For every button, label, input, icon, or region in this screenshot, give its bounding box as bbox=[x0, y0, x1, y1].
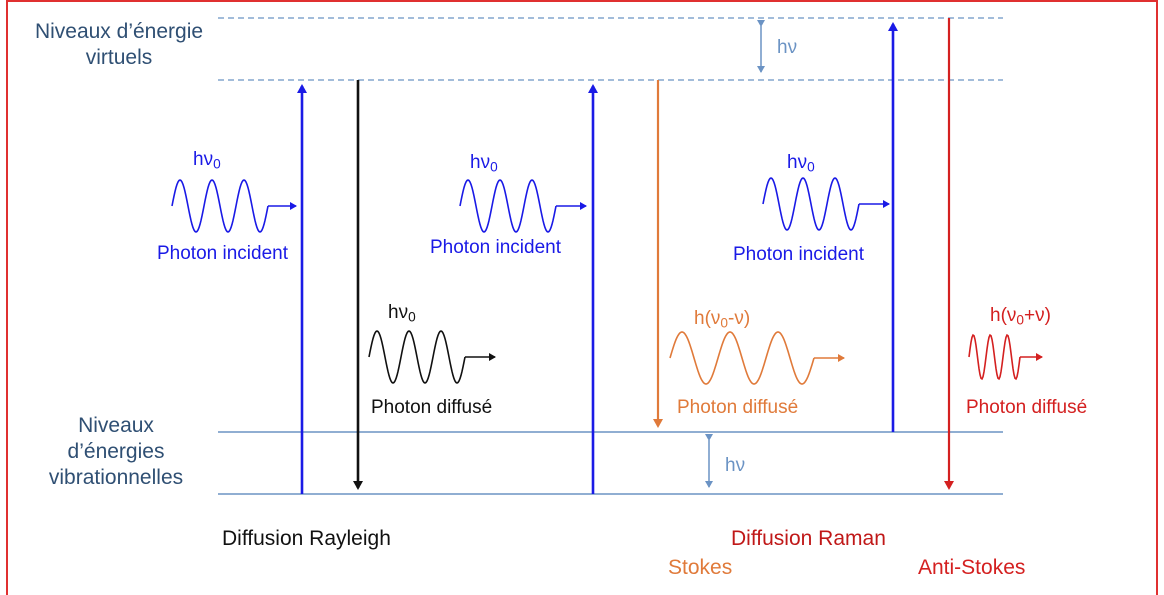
gap-label-virtual: hν bbox=[777, 37, 798, 58]
rayleigh-incident-label: Photon incident bbox=[157, 243, 288, 264]
vibrational-levels-line3: vibrationnelles bbox=[48, 466, 184, 489]
antistokes-incident-wave bbox=[762, 177, 860, 231]
vibrational-levels-line2: d’énergies bbox=[67, 440, 165, 463]
stokes-scattered-energy: h(ν0-ν) bbox=[694, 308, 751, 331]
gap-label-vibrational: hν bbox=[725, 455, 746, 476]
outer-frame bbox=[6, 0, 1158, 595]
stokes-title: Stokes bbox=[668, 556, 733, 579]
stokes-incident-label: Photon incident bbox=[430, 237, 561, 258]
antistokes-incident-energy: hν0 bbox=[787, 152, 815, 175]
virtual-levels-line1: Niveaux d’énergie bbox=[34, 20, 204, 43]
rayleigh-scattered-label: Photon diffusé bbox=[371, 397, 493, 418]
antistokes-scattered-energy: h(ν0+ν) bbox=[990, 305, 1051, 328]
rayleigh-incident-wave bbox=[171, 179, 269, 233]
stokes-scattered-wave bbox=[669, 331, 815, 385]
rayleigh-scattered-wave bbox=[368, 330, 466, 384]
vibrational-levels-line1: Niveaux bbox=[78, 414, 154, 437]
antistokes-scattered-label: Photon diffusé bbox=[966, 397, 1088, 418]
rayleigh-incident-energy: hν0 bbox=[193, 149, 221, 172]
stokes-incident-wave bbox=[459, 179, 557, 233]
antistokes-title: Anti-Stokes bbox=[918, 556, 1026, 579]
vibrational-levels-label: Niveaux d’énergies vibrationnelles bbox=[16, 413, 216, 491]
antistokes-scattered-wave bbox=[968, 333, 1021, 381]
stokes-scattered-label: Photon diffusé bbox=[677, 397, 799, 418]
stokes-incident-energy: hν0 bbox=[470, 152, 498, 175]
rayleigh-scattered-energy: hν0 bbox=[388, 302, 416, 325]
raman-title: Diffusion Raman bbox=[731, 527, 886, 550]
virtual-levels-label: Niveaux d’énergie virtuels bbox=[20, 19, 218, 71]
virtual-levels-line2: virtuels bbox=[85, 46, 153, 69]
rayleigh-title: Diffusion Rayleigh bbox=[222, 527, 391, 550]
antistokes-incident-label: Photon incident bbox=[733, 244, 864, 265]
